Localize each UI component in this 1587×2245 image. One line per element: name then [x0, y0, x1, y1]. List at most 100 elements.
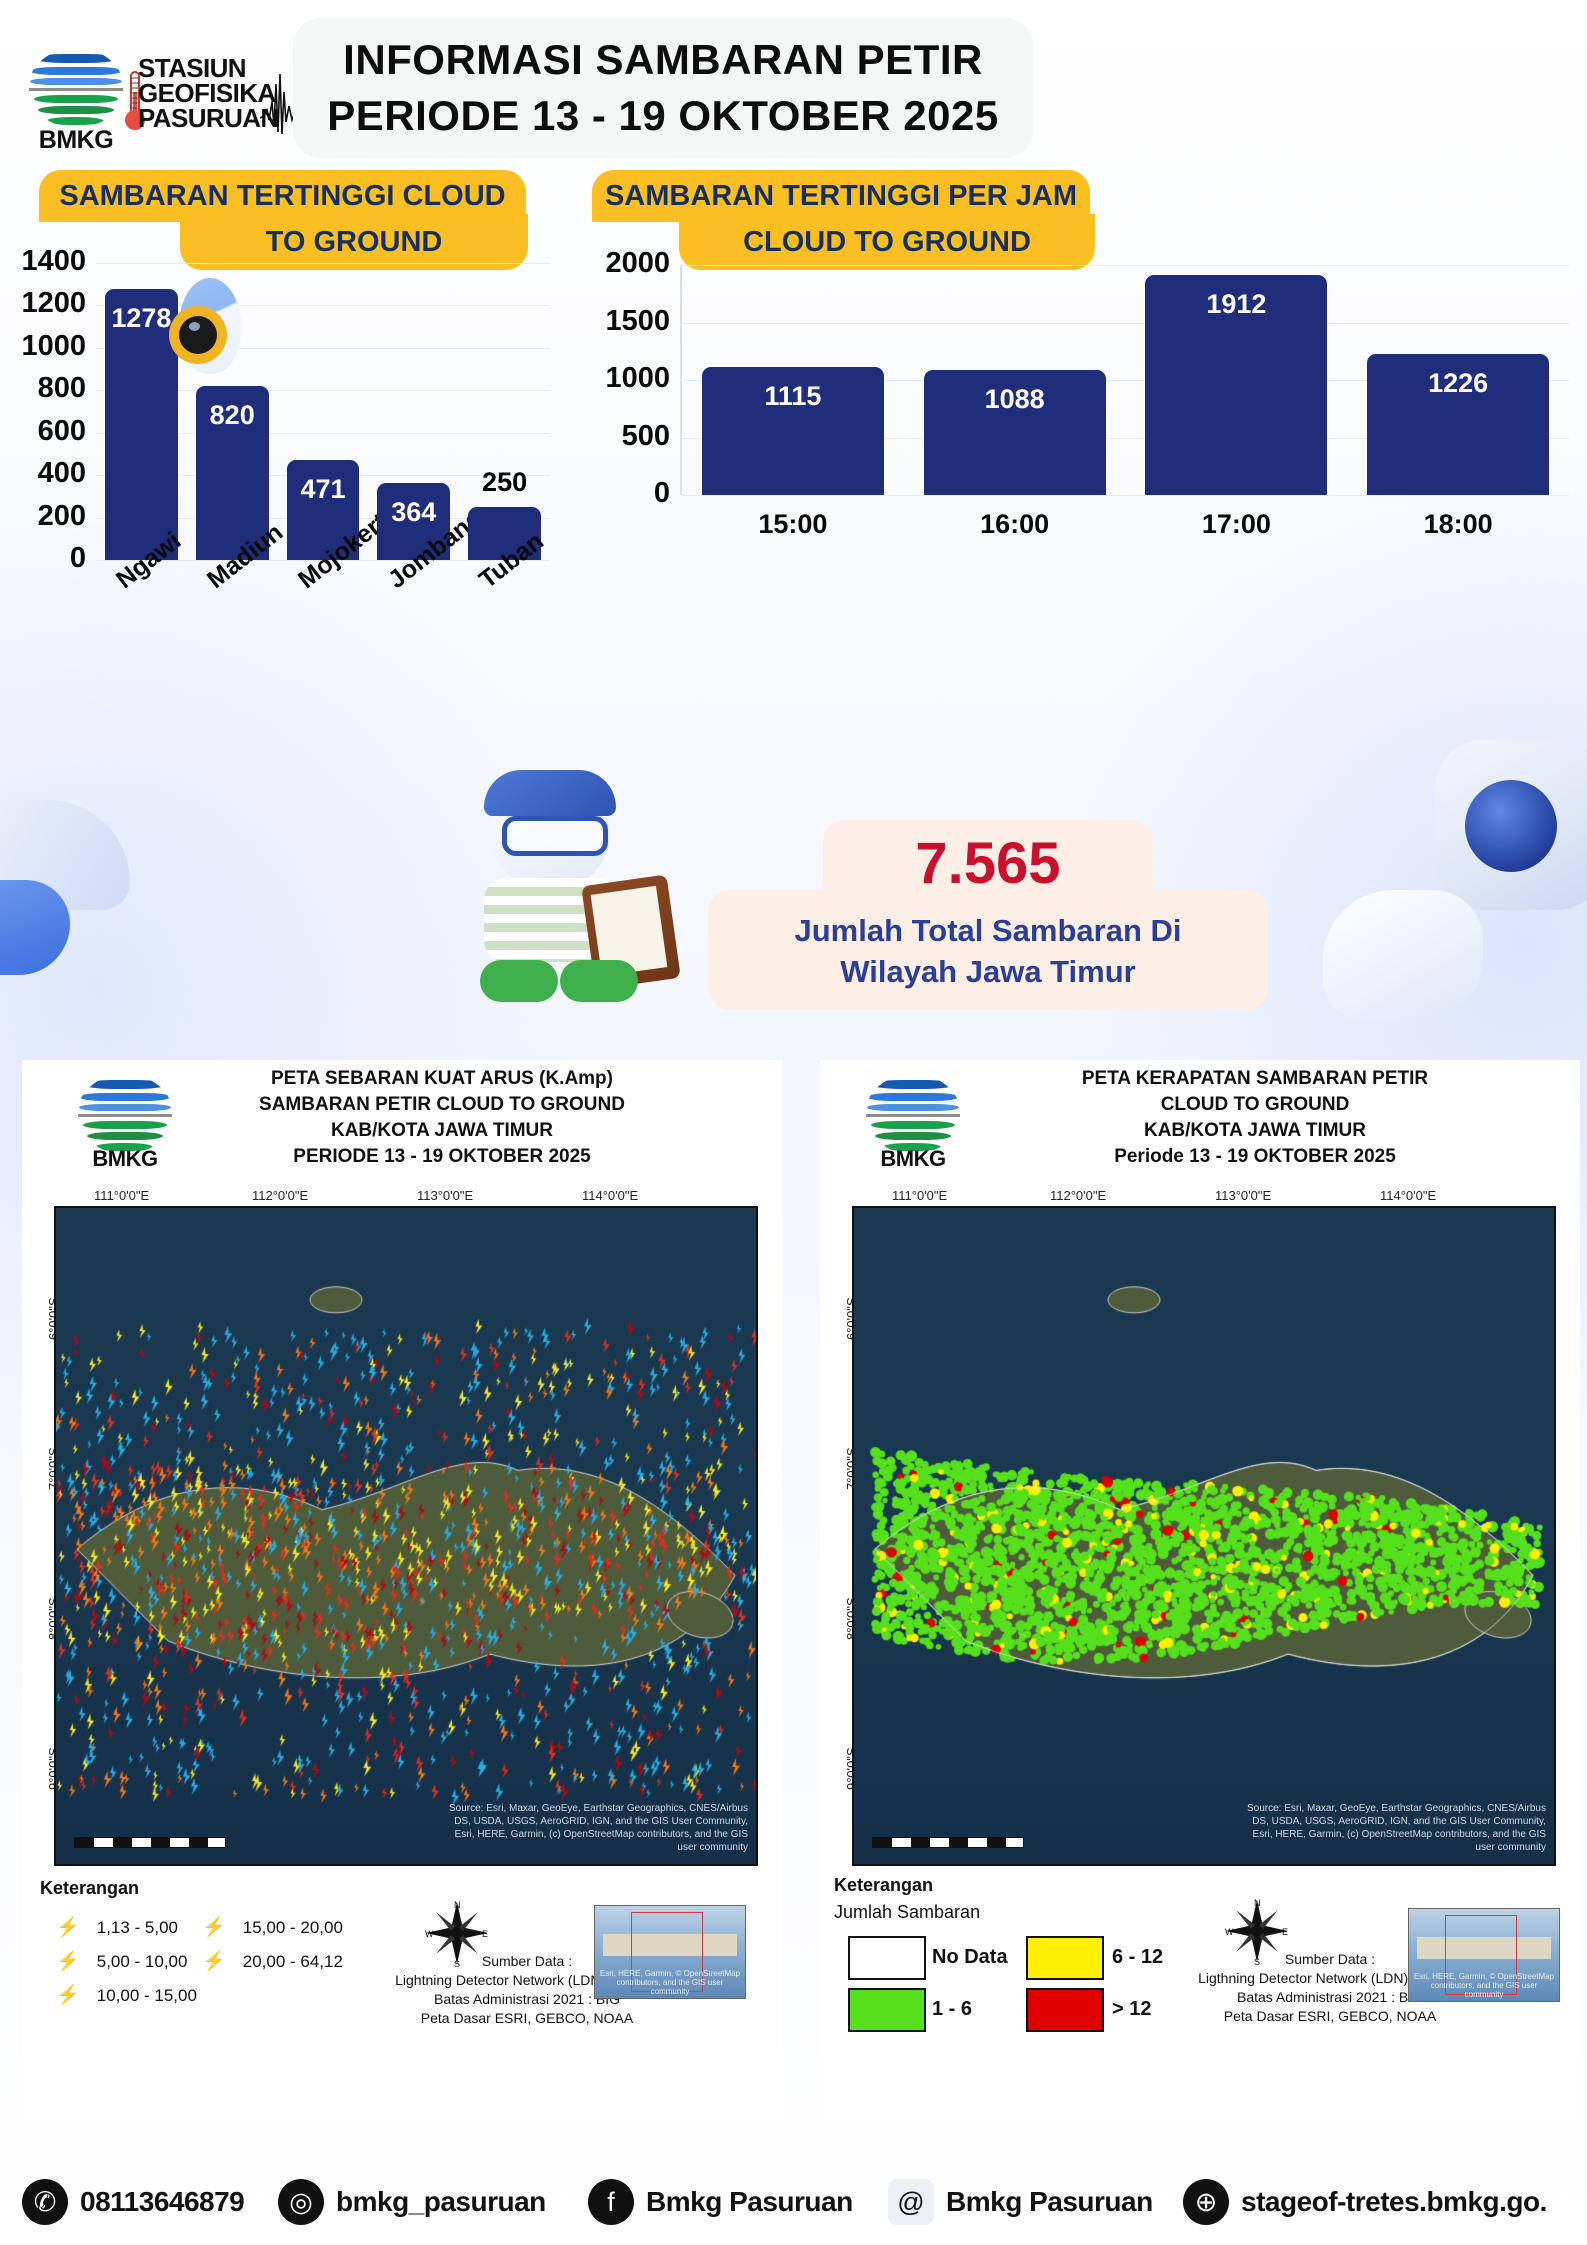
svg-text:N: N	[1254, 1898, 1261, 1908]
lightning-icon: ⚡	[56, 1917, 80, 1938]
source-line-4: Peta Dasar ESRI, GEBCO, NOAA	[1223, 2008, 1437, 2024]
source-line-1: Sumber Data :	[1284, 1951, 1376, 1967]
map-left-source: Sumber Data : Lightning Detector Network…	[362, 1952, 692, 2028]
bar[interactable]	[195, 386, 269, 560]
bmkg-logo-icon: BMKG	[77, 1074, 173, 1174]
bar[interactable]	[468, 506, 541, 560]
footer-item-instagram[interactable]: ◎ bmkg_pasuruan	[278, 2174, 546, 2230]
lon-tick: 112°0'0"E	[252, 1188, 309, 1203]
x-axis-category-label: 15:00	[758, 509, 828, 539]
lightning-icon: ⚡	[56, 1951, 80, 1972]
right-chart-heading-line-1: SAMBARAN TERTINGGI PER JAM	[592, 170, 1090, 222]
page-title: INFORMASI SAMBARAN PETIR PERIODE 13 - 19…	[293, 18, 1033, 158]
legend-swatch-1-6	[848, 1988, 926, 2032]
bmkg-logo-icon: BMKG	[865, 1074, 961, 1174]
legend-label: 15,00 - 20,00	[242, 1918, 343, 1937]
map-right-canvas[interactable]: Source: Esri, Maxar, GeoEye, Earthstar G…	[852, 1206, 1556, 1866]
bar-value-label: 364	[391, 496, 437, 527]
bar[interactable]	[377, 482, 451, 560]
bar-value-label: 1278	[111, 302, 172, 333]
chart-sambaran-tertinggi: 0 200 400 600 800 1000 1200 1400 1278 Ngawi 820 Mad…	[0, 245, 580, 655]
legend-label: 5,00 - 10,00	[96, 1952, 188, 1971]
footer-label: stageof-tretes.bmkg.go.	[1241, 2186, 1547, 2217]
y-axis-tick: 500	[621, 419, 670, 452]
bmkg-logo-block: BMKG STASIUN GEOFISIKA PASURUAN	[28, 48, 314, 158]
map-panel-kerapatan: BMKG PETA KERAPATAN SAMBARAN PETIR CLOUD…	[820, 1060, 1580, 2120]
svg-text:E: E	[1282, 1927, 1288, 1937]
footer-social-bar: ✆ 08113646879 ◎ bmkg_pasuruan f Bmkg Pas…	[0, 2168, 1587, 2245]
whatsapp-icon: ✆	[22, 2179, 68, 2225]
map-right-header: BMKG PETA KERAPATAN SAMBARAN PETIR CLOUD…	[820, 1060, 1580, 1190]
svg-text:N: N	[454, 1900, 461, 1910]
y-axis-tick: 1000	[605, 362, 670, 394]
map-right-title-line-3: KAB/KOTA JAWA TIMUR	[1143, 1120, 1366, 1141]
globe-icon: ⊕	[1183, 2179, 1229, 2225]
footer-item-facebook[interactable]: f Bmkg Pasuruan	[588, 2174, 853, 2230]
legend-swatch-no-data	[848, 1936, 926, 1980]
footer-item-website[interactable]: ⊕ stageof-tretes.bmkg.go.	[1183, 2174, 1547, 2230]
bar[interactable]	[286, 460, 360, 560]
bar[interactable]	[1367, 354, 1550, 495]
bar[interactable]	[923, 369, 1106, 495]
compass-rose-icon: W E N S	[425, 1900, 488, 1968]
map-right-title: PETA KERAPATAN SAMBARAN PETIR CLOUD TO G…	[995, 1066, 1515, 1170]
gridline	[96, 305, 550, 307]
footer-item-whatsapp[interactable]: ✆ 08113646879	[22, 2174, 245, 2230]
lightning-icon: ⚡	[56, 1985, 80, 2006]
org-line-3: PASURUAN	[138, 103, 279, 133]
map-left-canvas[interactable]: Source: Esri, Maxar, GeoEye, Earthstar G…	[54, 1206, 758, 1866]
map-right-legend-title: Keterangan	[834, 1875, 934, 1895]
chart-sambaran-per-jam: 0 500 1000 1500 2000 1115 15:00 1088 16:00 1912 17…	[560, 247, 1587, 555]
station-name: STASIUN GEOFISIKA PASURUAN	[138, 55, 279, 133]
y-axis-tick: 200	[37, 499, 86, 532]
footer-item-threads[interactable]: @ Bmkg Pasuruan	[888, 2174, 1153, 2230]
legend-label: > 12	[1112, 1998, 1152, 2020]
bar-value-label: 820	[209, 400, 255, 431]
bmkg-wordmark: BMKG	[38, 126, 114, 154]
footer-label: bmkg_pasuruan	[336, 2186, 546, 2217]
bar[interactable]	[105, 288, 178, 560]
inset-attribution: Esri, HERE, Garmin, © OpenStreetMap cont…	[1413, 1972, 1555, 1999]
total-strikes-value: 7.565	[915, 831, 1061, 896]
source-line-2: Lightning Detector Network (LDN) - BMKG	[395, 1972, 659, 1988]
map-right-inset: Esri, HERE, Garmin, © OpenStreetMap cont…	[1408, 1908, 1560, 2002]
facebook-icon: f	[588, 2179, 634, 2225]
svg-text:E: E	[482, 1929, 488, 1939]
lightning-icon: ⚡	[202, 1951, 226, 1972]
legend-swatch-6-12	[1026, 1936, 1104, 1980]
bar-value-label: 1912	[1206, 289, 1267, 320]
legend-item: ⚡ 20,00 - 64,12	[202, 1949, 343, 1973]
gridline	[682, 322, 1569, 324]
map-right-title-line-1: PETA KERAPATAN SAMBARAN PETIR	[1081, 1068, 1429, 1089]
map-left-title-line-3: KAB/KOTA JAWA TIMUR	[330, 1120, 553, 1141]
robot-mascot-right-icon	[1315, 740, 1587, 1030]
svg-text:W: W	[1225, 1927, 1234, 1937]
x-axis-category-label: 16:00	[980, 509, 1050, 539]
bar[interactable]	[701, 366, 884, 495]
map-left-legend-title: Keterangan	[40, 1878, 140, 1898]
bar-value-label: 1115	[764, 380, 822, 411]
source-line-1: Sumber Data :	[481, 1953, 573, 1969]
legend-item: ⚡ 5,00 - 10,00	[56, 1949, 187, 1973]
y-axis-tick: 1200	[21, 287, 86, 320]
instagram-icon: ◎	[278, 2179, 324, 2225]
total-caption-line-2: Wilayah Jawa Timur	[840, 954, 1136, 989]
map-right-scalebar	[872, 1837, 1024, 1848]
gridline	[682, 495, 1569, 496]
robot-mascot-left-icon	[0, 760, 180, 990]
header: BMKG STASIUN GEOFISIKA PASURUAN INFORMAS…	[0, 0, 1587, 170]
map-right-legend-subtitle: Jumlah Sambaran	[834, 1902, 981, 1922]
legend-label: 1 - 6	[932, 1998, 973, 2020]
y-axis-tick: 400	[37, 457, 86, 490]
lon-tick: 113°0'0"E	[417, 1188, 474, 1203]
map-right-lon-ticks: 111°0'0"E 112°0'0"E 113°0'0"E 114°0'0"E	[820, 1188, 1580, 1206]
y-axis-line	[680, 265, 682, 495]
bar[interactable]	[1145, 275, 1328, 495]
legend-item: ⚡ 15,00 - 20,00	[202, 1915, 343, 1939]
x-axis-category-label: 18:00	[1423, 509, 1493, 539]
gridline	[96, 432, 550, 434]
y-axis-tick: 600	[37, 414, 86, 447]
y-axis-tick: 0	[69, 542, 86, 574]
bmkg-logo-ring	[28, 48, 124, 128]
lon-tick: 111°0'0"E	[94, 1188, 150, 1203]
